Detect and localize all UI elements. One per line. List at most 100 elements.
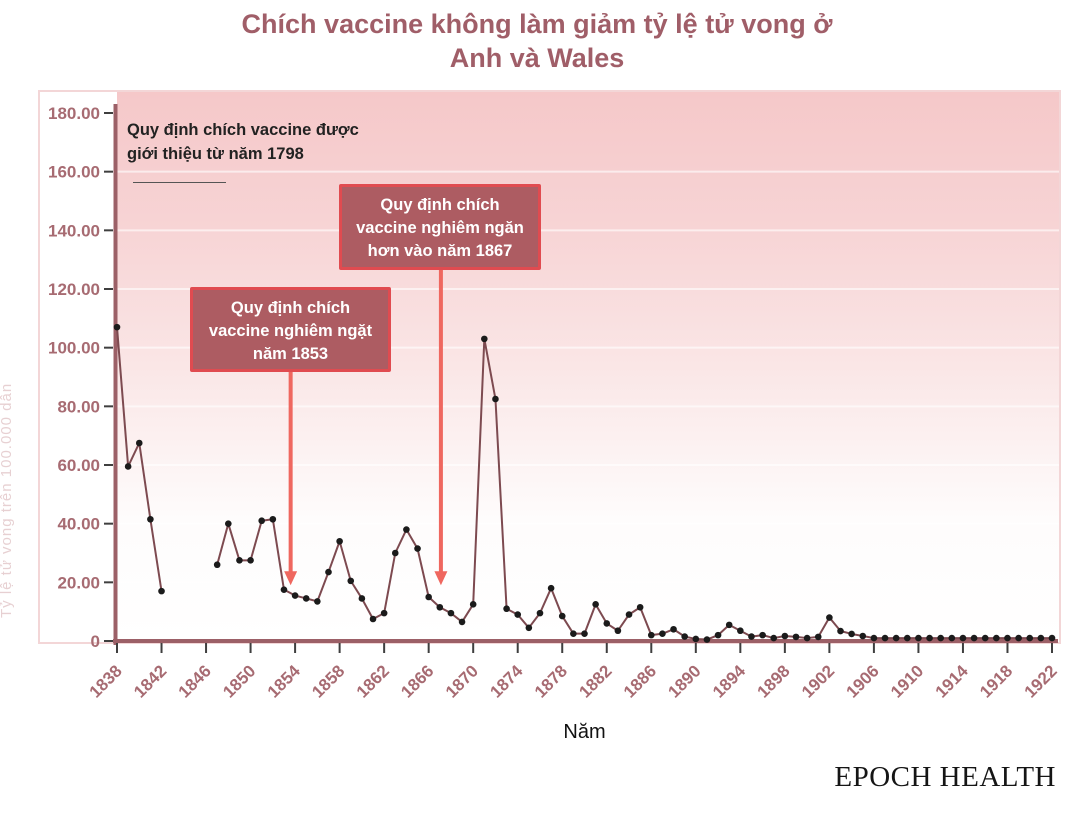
data-point	[759, 631, 766, 639]
x-tick-label: 1878	[531, 661, 571, 701]
data-point	[859, 632, 867, 640]
x-tick-label: 1910	[887, 661, 927, 701]
data-point	[314, 598, 321, 605]
data-point	[714, 631, 722, 639]
data-point	[1048, 634, 1056, 642]
data-point	[1037, 634, 1045, 642]
data-point	[536, 609, 544, 617]
x-tick-label: 1886	[620, 661, 660, 701]
x-tick-label: 1858	[308, 661, 348, 701]
data-point	[147, 515, 154, 523]
annotation-1853-line1: Quy định chích	[230, 299, 351, 317]
data-point	[848, 630, 855, 638]
data-point	[725, 621, 733, 629]
x-tick-label: 1838	[86, 661, 126, 701]
x-axis-title: Năm	[563, 721, 606, 743]
data-point	[603, 620, 611, 627]
data-point	[380, 609, 388, 617]
data-point	[302, 595, 310, 602]
data-point	[135, 439, 143, 447]
data-point	[358, 595, 366, 602]
annotation-1867-line2: vaccine nghiêm ngăn	[356, 219, 524, 237]
data-point	[1004, 634, 1011, 642]
x-tick-label: 1854	[264, 661, 305, 702]
data-point	[236, 557, 243, 564]
y-tick-label: 140.00	[48, 221, 100, 240]
data-point	[469, 601, 477, 608]
data-point	[291, 592, 299, 599]
x-tick-label: 1882	[575, 661, 615, 701]
data-point	[993, 634, 1000, 642]
data-point	[425, 593, 432, 601]
data-point	[903, 634, 911, 642]
data-point	[837, 627, 844, 635]
data-point	[458, 618, 466, 626]
data-point	[737, 627, 744, 635]
data-point	[525, 624, 533, 632]
data-point	[692, 635, 700, 643]
data-point	[558, 612, 566, 620]
x-tick-label: 1918	[976, 661, 1016, 701]
annotation-1853-line2: vaccine nghiêm ngặt	[208, 322, 373, 340]
data-point	[336, 537, 343, 545]
annotation-arrow-head	[434, 571, 448, 586]
data-point	[280, 586, 288, 593]
data-point	[391, 549, 399, 557]
x-tick-label: 1842	[130, 661, 170, 701]
data-point	[703, 636, 711, 643]
brand-logo: EPOCH HEALTH	[834, 761, 1056, 793]
x-tick-label: 1862	[353, 661, 393, 701]
data-point	[826, 614, 833, 621]
data-point	[113, 323, 121, 331]
x-tick-label: 1894	[709, 661, 750, 702]
data-point	[213, 561, 221, 569]
data-point	[948, 634, 956, 642]
data-point	[792, 633, 800, 641]
x-tick-label: 1922	[1021, 661, 1061, 701]
x-tick-label: 1906	[843, 661, 883, 701]
annotation-1798-line1: Quy định chích vaccine được	[127, 121, 359, 139]
data-point	[981, 634, 989, 642]
data-point	[881, 634, 889, 642]
x-tick-label: 1874	[486, 661, 527, 702]
chart-title-line1: Chích vaccine không làm giảm tỷ lệ tử vo…	[241, 9, 833, 39]
data-point	[347, 577, 355, 585]
y-tick-label: 40.00	[57, 515, 100, 534]
series-line	[216, 337, 1052, 641]
data-point	[892, 634, 900, 642]
y-tick-label: 80.00	[57, 397, 100, 416]
data-point	[158, 587, 165, 595]
data-point	[814, 633, 822, 641]
y-tick-label: 180.00	[48, 104, 100, 123]
data-point	[403, 526, 410, 533]
data-point	[492, 395, 499, 403]
data-point	[647, 631, 655, 639]
data-point	[614, 627, 622, 635]
y-tick-label: 120.00	[48, 280, 100, 299]
annotation-1798-rule	[133, 182, 226, 183]
x-tick-label: 1870	[442, 661, 482, 701]
data-point	[514, 611, 522, 618]
data-point	[926, 634, 933, 642]
y-tick-label: 160.00	[48, 163, 100, 182]
data-point	[670, 625, 677, 633]
y-tick-label: 0	[91, 632, 100, 651]
annotation-1798-line2: giới thiệu từ năm 1798	[127, 145, 304, 163]
data-point	[970, 634, 978, 642]
data-point	[503, 605, 510, 613]
data-point	[659, 630, 666, 637]
data-point	[1026, 634, 1034, 642]
annotation-1867-line3: hơn vào năm 1867	[367, 242, 513, 260]
data-point	[547, 584, 555, 592]
x-tick-label: 1914	[932, 661, 973, 702]
y-axis-title-faint: Tỷ lệ tử vong trên 100.000 dân	[0, 382, 15, 618]
data-point	[325, 568, 332, 576]
x-tick-label: 1890	[664, 661, 704, 701]
data-point	[870, 634, 878, 642]
data-point	[570, 630, 577, 637]
y-tick-label: 60.00	[57, 456, 100, 475]
data-point	[748, 633, 755, 640]
data-point	[225, 520, 232, 527]
